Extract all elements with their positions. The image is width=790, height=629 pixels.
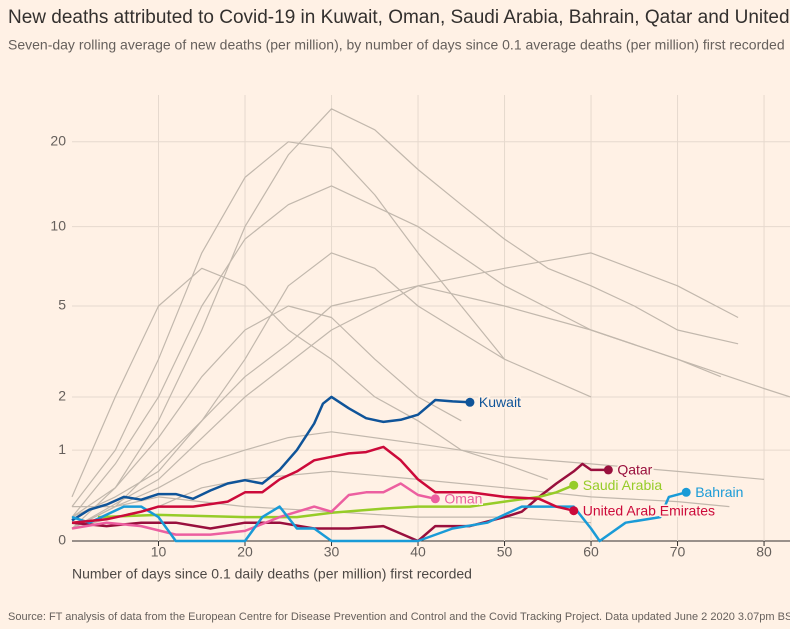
series-label: Saudi Arabia xyxy=(583,477,663,493)
x-tick-label: 30 xyxy=(324,544,340,560)
y-tick-label: 0 xyxy=(58,532,66,548)
background-line xyxy=(71,252,592,518)
end-dot xyxy=(603,465,613,475)
series-label: Oman xyxy=(444,490,482,506)
background-line xyxy=(71,141,505,507)
background-line xyxy=(71,305,462,518)
background-line xyxy=(71,252,739,530)
highlight-line xyxy=(71,482,436,536)
end-dot xyxy=(465,397,475,407)
series-label: Qatar xyxy=(617,462,652,478)
x-tick-label: 60 xyxy=(583,544,599,560)
source-note: Source: FT analysis of data from the Eur… xyxy=(8,611,790,623)
series-label: Bahrain xyxy=(695,484,743,500)
x-tick-label: 50 xyxy=(497,544,513,560)
highlight-line xyxy=(71,491,687,543)
y-tick-label: 10 xyxy=(50,217,66,233)
highlight-line xyxy=(71,395,470,522)
x-tick-label: 40 xyxy=(410,544,426,560)
x-tick-label: 20 xyxy=(237,544,253,560)
end-dot xyxy=(681,487,691,497)
end-dot xyxy=(569,480,579,490)
end-dot xyxy=(569,506,579,516)
highlight-line xyxy=(97,484,575,519)
plot-area: 0 1 2 5 10 20 10 20 30 40 50 60 70 80 Kuwait QatarSaudi… xyxy=(50,95,790,560)
x-tick-label: 10 xyxy=(151,544,167,560)
highlight-line xyxy=(71,445,574,524)
background-line xyxy=(71,108,739,529)
y-tick-label: 20 xyxy=(50,132,66,148)
x-tick-label: 70 xyxy=(670,544,686,560)
background-line xyxy=(72,496,592,524)
chart-title: New deaths attributed to Covid-19 in Kuw… xyxy=(8,7,790,28)
end-dot xyxy=(430,494,440,504)
series-label: Kuwait xyxy=(479,394,521,410)
chart-subtitle: Seven-day rolling average of new deaths … xyxy=(8,37,785,53)
y-tick-label: 2 xyxy=(58,388,66,404)
background-line xyxy=(71,267,549,498)
x-axis-title: Number of days since 0.1 daily deaths (p… xyxy=(72,566,472,582)
x-tick-label: 80 xyxy=(756,544,772,560)
background-line xyxy=(71,431,765,530)
series-label: United Arab Emirates xyxy=(583,502,715,518)
y-tick-label: 1 xyxy=(58,441,66,457)
y-tick-label: 5 xyxy=(58,297,66,313)
background-line xyxy=(71,285,790,530)
